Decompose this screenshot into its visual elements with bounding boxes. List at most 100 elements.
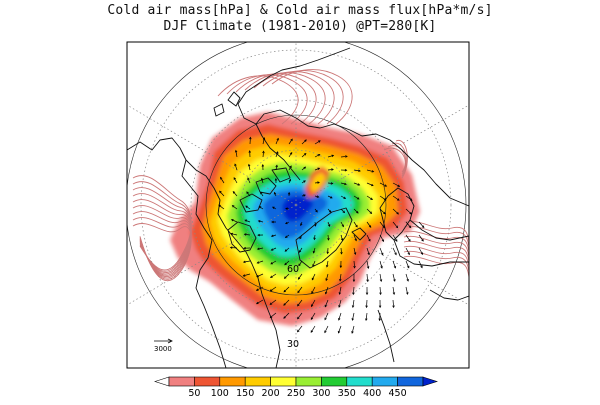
flux-vector (366, 195, 373, 200)
flux-vector-head (290, 138, 293, 142)
flux-vector-head (314, 224, 317, 227)
flux-vector (366, 234, 371, 242)
flux-contour-line (271, 69, 353, 125)
flux-vector (243, 273, 251, 277)
flux-vector-head (408, 225, 412, 229)
flux-vector (365, 312, 368, 321)
flux-vector-head (341, 224, 344, 228)
flux-vector (392, 299, 394, 308)
flux-vector-head (303, 166, 307, 170)
flux-vector-head (262, 150, 265, 154)
flux-vector-head (379, 279, 383, 282)
flux-vector-head (257, 233, 260, 237)
flux-vector-head (287, 191, 291, 195)
flux-vector-head (257, 220, 261, 223)
flux-vector (392, 221, 398, 228)
flux-vector-head (343, 196, 347, 199)
flux-vector-head (262, 137, 266, 140)
flux-vector (366, 273, 369, 282)
flux-vector (352, 312, 355, 321)
flux-vector (244, 219, 251, 223)
flux-contour-line (244, 72, 326, 125)
flux-vector-head (396, 212, 399, 215)
flux-contour-line (391, 142, 407, 177)
flux-vector-head (255, 288, 259, 291)
flux-vector (271, 234, 277, 237)
flux-vector (379, 208, 386, 215)
flux-vector-head (351, 305, 355, 309)
flux-vector (232, 205, 238, 210)
flux-vector (297, 299, 303, 307)
flux-vector (379, 182, 387, 187)
flux-vector (327, 208, 332, 213)
flux-vector (379, 234, 384, 242)
flux-vector-head (242, 274, 246, 277)
flux-vector (234, 163, 238, 171)
flux-vector (245, 205, 251, 210)
flux-vector-head (310, 317, 314, 320)
flux-vector (352, 299, 355, 308)
flux-vector (340, 182, 347, 185)
flux-vector (405, 286, 408, 295)
flux-vector (392, 273, 396, 282)
flux-vector-head (233, 177, 236, 180)
flux-vector (270, 286, 277, 292)
flux-vector-head (229, 246, 233, 249)
flux-vector-head (231, 205, 235, 208)
flux-vector-head (340, 251, 343, 255)
flux-vector-head (339, 278, 342, 282)
flux-vector-head (338, 305, 341, 308)
flux-contour-line (383, 147, 406, 173)
flux-vector (297, 286, 303, 293)
flux-contour-line (403, 230, 469, 253)
flux-vector-head (230, 219, 234, 222)
flux-vector (327, 234, 329, 241)
flux-vector (379, 247, 384, 255)
flux-vector-head (283, 276, 287, 279)
flux-vector-head (339, 265, 343, 269)
flux-vector-head (370, 197, 373, 200)
flux-vector (283, 299, 290, 306)
flux-vector-head (327, 224, 331, 227)
flux-vector (257, 247, 264, 250)
flux-vector-head (285, 221, 288, 225)
flux-vector-head (352, 292, 355, 296)
flux-vector-head (260, 177, 264, 181)
flux-vector-head (351, 331, 354, 334)
flux-vector-head (315, 209, 318, 213)
flux-contour-line (226, 74, 308, 125)
flux-vector (353, 247, 356, 255)
flux-vector (418, 247, 424, 255)
flux-vector-head (328, 210, 332, 213)
flux-vector (324, 312, 329, 320)
flux-vector (325, 273, 329, 281)
flux-vector (262, 151, 264, 158)
flux-vector-head (368, 225, 372, 228)
flux-vector (379, 221, 385, 228)
flux-vector-head (243, 233, 247, 236)
flux-vector-head (381, 239, 385, 243)
flux-vector (351, 325, 355, 334)
flux-vector-head (327, 238, 330, 241)
flux-vector-head (317, 167, 321, 171)
flux-vector (259, 206, 264, 210)
flux-vector-head (407, 252, 410, 256)
flux-vector-head (246, 191, 249, 194)
flux-vector (338, 312, 342, 321)
flux-vector (297, 325, 303, 333)
flux-vector-head (269, 302, 273, 305)
flux-contour-line (403, 240, 469, 263)
flux-vector-head (326, 251, 329, 255)
colorbar-tick-label: 400 (363, 388, 381, 399)
flux-vector (275, 165, 278, 171)
flux-vector (353, 221, 358, 228)
colorbar-swatch (168, 376, 195, 387)
colorbar-tick-label: 450 (389, 388, 407, 399)
flux-vector (258, 220, 264, 223)
flux-vector-head (392, 292, 396, 296)
flux-vector-head (325, 278, 328, 282)
flux-vector-head (395, 239, 398, 242)
flux-vector (260, 192, 264, 197)
flux-vector (243, 260, 251, 263)
